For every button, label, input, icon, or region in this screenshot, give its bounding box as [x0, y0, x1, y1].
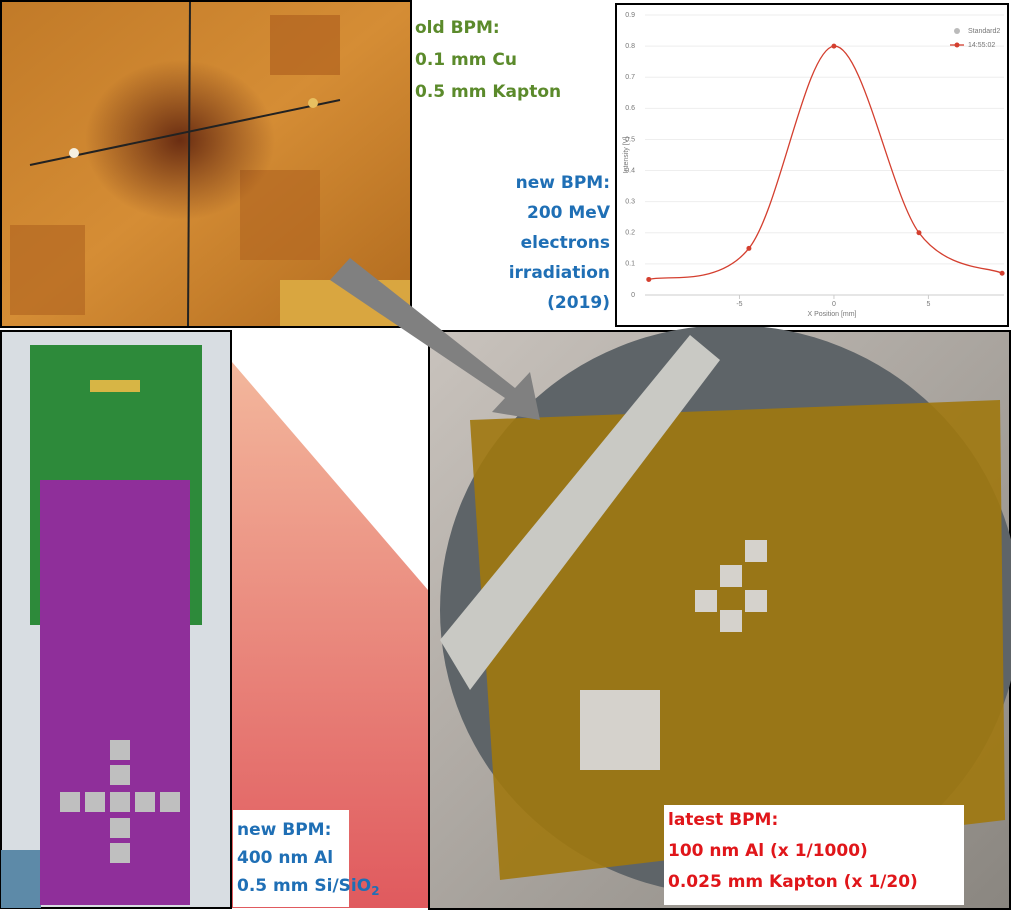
legend-label: 14:55:02	[968, 42, 995, 49]
pcb-photo	[1, 331, 231, 908]
point	[646, 277, 651, 282]
x-axis-label: X Position [mm]	[807, 311, 856, 318]
y-tick-label: 0.1	[625, 261, 635, 268]
legend-label: Standard2	[968, 28, 1000, 35]
label: 400 nm Al	[237, 848, 333, 868]
y-tick-label: 0.7	[625, 74, 635, 81]
label: electrons	[521, 233, 610, 253]
label: 0.5 mm Kapton	[415, 82, 561, 102]
point	[916, 230, 921, 235]
label: new BPM:	[237, 820, 331, 840]
label: new BPM:	[516, 173, 610, 193]
x-tick-label: 5	[926, 301, 930, 308]
y-tick-label: 0.4	[625, 167, 635, 174]
label: 200 MeV	[527, 203, 611, 223]
y-tick-label: 0.2	[625, 230, 635, 237]
label: 0.1 mm Cu	[415, 50, 517, 70]
label: 0.5 mm Si/SiO2	[237, 876, 380, 898]
new-bpm-irradiation-text: new BPM: 200 MeV electrons irradiation (…	[509, 173, 611, 313]
point	[746, 246, 751, 251]
subscript: 2	[371, 884, 379, 898]
slide: X Position [mm] Intensity [V] old BPM: 0…	[0, 0, 1011, 910]
label-text: 0.5 mm Si/SiO	[237, 876, 371, 896]
label: 100 nm Al (x 1/1000)	[668, 841, 868, 861]
y-tick-label: 0	[631, 292, 635, 299]
y-tick-label: 0.5	[625, 136, 635, 143]
label: irradiation	[509, 263, 610, 283]
label: 0.025 mm Kapton (x 1/20)	[668, 872, 918, 892]
point	[1000, 271, 1005, 276]
label: (2019)	[547, 293, 610, 313]
label: latest BPM:	[668, 810, 778, 830]
x-tick-label: 0	[832, 301, 836, 308]
legend-swatch	[954, 28, 960, 34]
point	[831, 44, 836, 49]
y-tick-label: 0.9	[625, 12, 635, 19]
legend-swatch	[955, 43, 960, 48]
old-bpm-text: old BPM: 0.1 mm Cu 0.5 mm Kapton	[415, 18, 561, 102]
y-tick-label: 0.3	[625, 199, 635, 206]
label: old BPM:	[415, 18, 500, 38]
y-tick-label: 0.6	[625, 105, 635, 112]
y-tick-label: 0.8	[625, 43, 635, 50]
x-tick-label: -5	[736, 301, 742, 308]
